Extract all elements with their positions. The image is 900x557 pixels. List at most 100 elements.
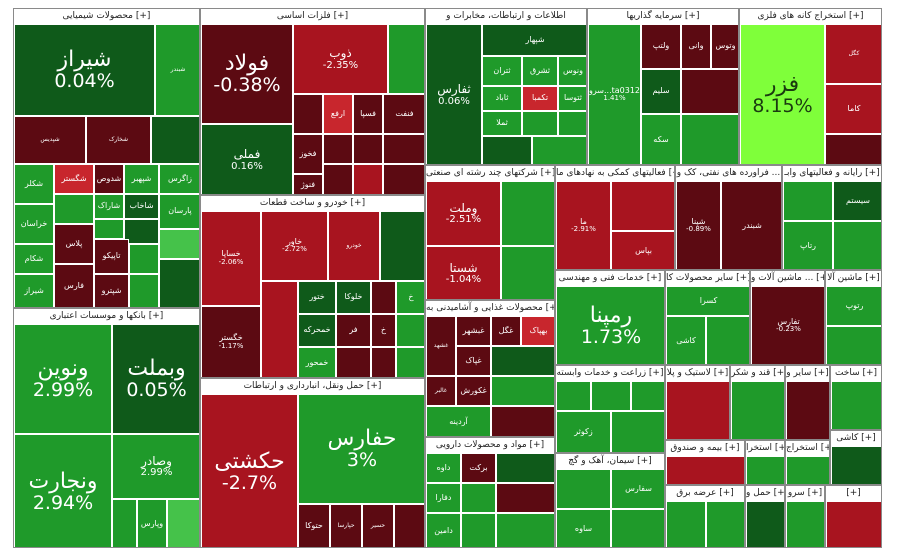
sector-header[interactable]: ماشین آلا [+]: [826, 271, 881, 287]
stock-tile[interactable]: خساپا -2.06%: [201, 211, 261, 306]
stock-tile[interactable]: دامین: [426, 513, 461, 547]
stock-tile[interactable]: [611, 411, 664, 452]
sector-header[interactable]: سرمایه گذاریها [+]: [588, 9, 738, 25]
stock-tile[interactable]: شپدیس-0.23%: [14, 116, 86, 164]
sector-header[interactable]: قند و شکر [+]: [731, 366, 784, 382]
stock-tile[interactable]: [706, 316, 749, 364]
stock-tile[interactable]: [482, 136, 532, 164]
sector-header[interactable]: ماشین آلات و ... [+]: [751, 271, 824, 287]
stock-tile[interactable]: کسرا: [666, 286, 749, 316]
stock-tile[interactable]: [396, 314, 424, 347]
stock-tile[interactable]: ذوب -2.35%: [293, 24, 388, 94]
stock-tile[interactable]: ما -2.91%: [556, 181, 611, 269]
stock-tile[interactable]: [558, 111, 586, 136]
stock-tile[interactable]: خ: [371, 314, 396, 347]
stock-tile[interactable]: تکمبا: [522, 86, 558, 111]
stock-tile[interactable]: [491, 376, 554, 406]
stock-tile[interactable]: [786, 381, 829, 439]
stock-tile[interactable]: شکلر: [14, 164, 54, 204]
stock-tile[interactable]: [666, 501, 706, 547]
stock-tile[interactable]: حپارسا: [330, 504, 362, 547]
stock-tile[interactable]: تاپیکو: [94, 239, 129, 274]
stock-tile[interactable]: [833, 221, 881, 269]
stock-tile[interactable]: [746, 456, 784, 484]
stock-tile[interactable]: فملی 0.16%: [201, 124, 293, 194]
stock-tile[interactable]: پارسان: [159, 194, 199, 229]
stock-tile[interactable]: سیستم: [833, 181, 881, 221]
stock-tile[interactable]: فزر 8.15%: [740, 24, 825, 164]
stock-tile[interactable]: [591, 381, 631, 411]
stock-tile[interactable]: غبشهر: [456, 316, 491, 346]
stock-tile[interactable]: شیراز 0.04%: [14, 24, 155, 116]
sector-header[interactable]: مواد و محصولات دارویی [+]: [426, 438, 554, 454]
stock-tile[interactable]: [396, 347, 424, 377]
stock-tile[interactable]: حسیر: [362, 504, 394, 547]
stock-tile[interactable]: [826, 501, 881, 547]
stock-tile[interactable]: شبندر1.39%: [155, 24, 199, 116]
stock-tile[interactable]: شیراز: [14, 274, 54, 307]
stock-tile[interactable]: [380, 211, 424, 281]
stock-tile[interactable]: سرو...ta0312 1.41%: [588, 24, 641, 164]
stock-tile[interactable]: ونوین 2.99%: [14, 324, 112, 434]
stock-tile[interactable]: شپنا -0.89%: [676, 181, 721, 269]
stock-tile[interactable]: [556, 381, 591, 411]
stock-tile[interactable]: آردینه: [426, 406, 491, 436]
stock-tile[interactable]: خ: [396, 281, 424, 314]
sector-header[interactable]: فراورده های نفتی، کک و ...: [676, 166, 781, 182]
stock-tile[interactable]: فنفت: [383, 94, 424, 134]
stock-tile[interactable]: ثملا: [482, 111, 522, 136]
stock-tile[interactable]: شبندر: [721, 181, 781, 269]
sector-header[interactable]: حمل و [+]: [746, 486, 784, 502]
stock-tile[interactable]: [371, 281, 396, 314]
stock-tile[interactable]: [825, 134, 881, 164]
stock-tile[interactable]: [746, 501, 784, 547]
stock-tile[interactable]: وملت -2.51%: [426, 181, 501, 246]
stock-tile[interactable]: فنوژ: [293, 174, 323, 194]
sector-header[interactable]: [+]: [826, 486, 881, 502]
stock-tile[interactable]: [461, 513, 496, 547]
stock-tile[interactable]: [323, 134, 353, 164]
stock-tile[interactable]: بهپاک: [521, 316, 554, 346]
stock-tile[interactable]: [261, 281, 298, 377]
stock-tile[interactable]: [556, 469, 611, 509]
stock-tile[interactable]: [681, 69, 738, 114]
stock-tile[interactable]: فخوز: [293, 134, 323, 174]
stock-tile[interactable]: [786, 501, 824, 547]
stock-tile[interactable]: سکه: [641, 114, 681, 164]
sector-header[interactable]: بانکها و موسسات اعتباری [+]: [14, 309, 199, 325]
stock-tile[interactable]: شستا -1.04%: [426, 246, 501, 299]
stock-tile[interactable]: [501, 181, 554, 246]
stock-tile[interactable]: غالبر: [426, 376, 456, 406]
sector-header[interactable]: استخرا [+]: [746, 441, 784, 457]
stock-tile[interactable]: [336, 347, 371, 377]
stock-tile[interactable]: ولتپ: [641, 24, 681, 69]
sector-header[interactable]: استخراج کانه های فلزی [+]: [740, 9, 881, 25]
stock-tile[interactable]: خلوکا: [336, 281, 371, 314]
sector-header[interactable]: استخراج [+]: [786, 441, 829, 457]
stock-tile[interactable]: غپاک: [456, 346, 491, 376]
stock-tile[interactable]: [783, 181, 833, 221]
stock-tile[interactable]: ثاباد: [482, 86, 522, 111]
stock-tile[interactable]: حتوکا: [298, 504, 330, 547]
stock-tile[interactable]: [323, 164, 353, 194]
sector-header[interactable]: شرکتهای چند رشته ای صنعتی [+]: [426, 166, 554, 182]
stock-tile[interactable]: غگل: [491, 316, 521, 346]
sector-header[interactable]: سایر محصولات کا [+]: [666, 271, 749, 287]
sector-header[interactable]: بیمه و صندوق [+]: [666, 441, 744, 457]
sector-header[interactable]: سیمان، آهک و گچ [+]: [556, 454, 664, 470]
stock-tile[interactable]: [461, 483, 496, 513]
stock-tile[interactable]: فولاد -0.38%: [201, 24, 293, 124]
stock-tile[interactable]: زکوثر: [556, 411, 611, 452]
stock-tile[interactable]: [496, 513, 554, 547]
sector-header[interactable]: اطلاعات و ارتباطات، مخابرات و: [426, 9, 586, 25]
stock-tile[interactable]: فر: [336, 314, 371, 347]
stock-tile[interactable]: شاراک: [94, 194, 124, 219]
stock-tile[interactable]: [611, 509, 664, 547]
stock-tile[interactable]: وپارس: [137, 499, 167, 547]
stock-tile[interactable]: [159, 229, 199, 259]
stock-tile[interactable]: [129, 244, 159, 274]
stock-tile[interactable]: شپترو: [94, 274, 129, 307]
stock-tile[interactable]: شدوص: [94, 164, 124, 194]
stock-tile[interactable]: خودرو-3.01%: [328, 211, 380, 281]
stock-tile[interactable]: خمحور: [298, 347, 336, 377]
